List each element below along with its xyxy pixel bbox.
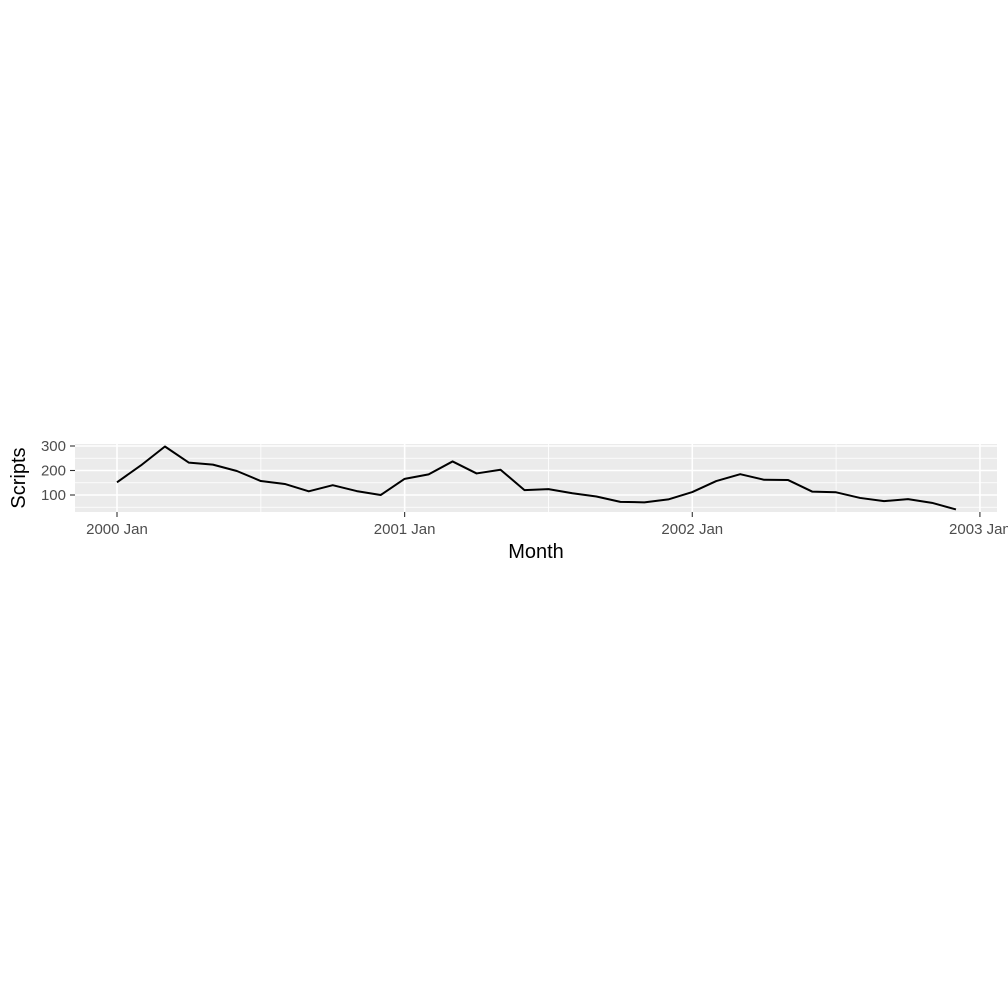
y-tick-label: 200: [41, 463, 66, 480]
y-tick-label: 100: [41, 487, 66, 504]
x-axis-title: Month: [508, 541, 564, 563]
y-axis: 100 200 300: [41, 438, 75, 504]
x-tick-label: 2002 Jan: [661, 521, 723, 538]
series-line: [116, 445, 957, 511]
x-axis: 2000 Jan 2001 Jan 2002 Jan 2003 Jan: [86, 512, 1008, 538]
x-tick-label: 2003 Jan: [949, 521, 1008, 538]
y-axis-title: Scripts: [8, 447, 30, 508]
panel-background: [75, 444, 997, 512]
x-tick-label: 2001 Jan: [374, 521, 436, 538]
y-tick-label: 300: [41, 438, 66, 455]
minor-gridlines: [75, 444, 997, 512]
x-tick-label: 2000 Jan: [86, 521, 148, 538]
